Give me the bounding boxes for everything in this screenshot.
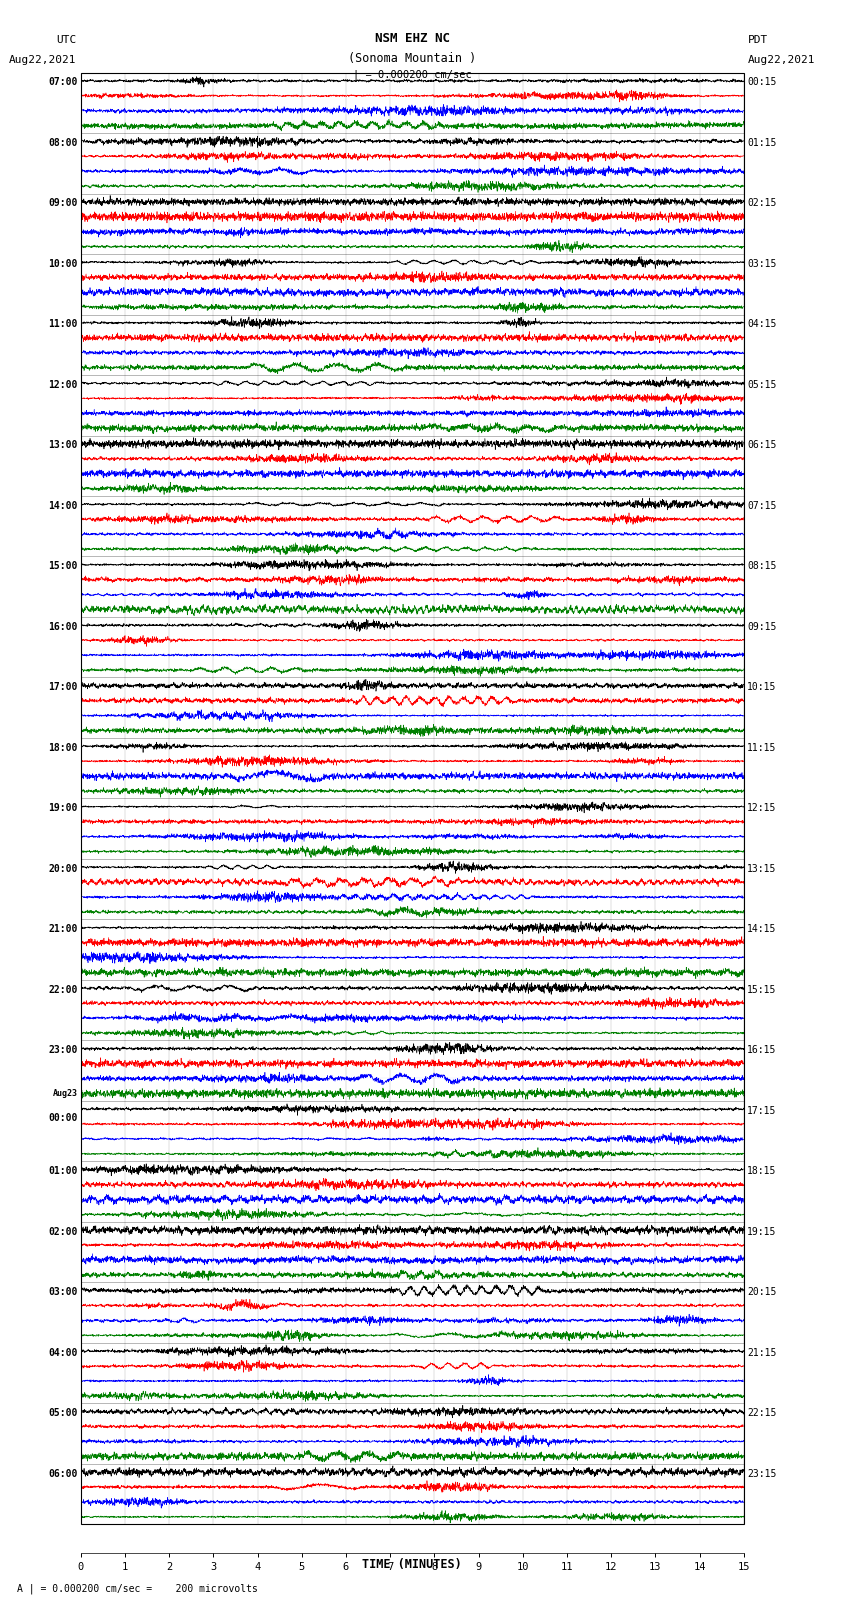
Text: 17:00: 17:00 bbox=[48, 682, 77, 692]
Text: 08:00: 08:00 bbox=[48, 139, 77, 148]
Text: 16:15: 16:15 bbox=[747, 1045, 776, 1055]
Text: 00:00: 00:00 bbox=[48, 1113, 77, 1123]
Text: 19:00: 19:00 bbox=[48, 803, 77, 813]
Text: 21:00: 21:00 bbox=[48, 924, 77, 934]
Text: 07:00: 07:00 bbox=[48, 77, 77, 87]
Text: 08:15: 08:15 bbox=[747, 561, 776, 571]
Text: Aug22,2021: Aug22,2021 bbox=[748, 55, 815, 65]
Text: 14:15: 14:15 bbox=[747, 924, 776, 934]
Text: 10:00: 10:00 bbox=[48, 260, 77, 269]
Text: 05:15: 05:15 bbox=[747, 381, 776, 390]
Text: 12:15: 12:15 bbox=[747, 803, 776, 813]
Text: 10:15: 10:15 bbox=[747, 682, 776, 692]
Text: 21:15: 21:15 bbox=[747, 1348, 776, 1358]
Text: 02:00: 02:00 bbox=[48, 1227, 77, 1237]
Text: 22:00: 22:00 bbox=[48, 984, 77, 995]
Text: Aug22,2021: Aug22,2021 bbox=[9, 55, 76, 65]
Text: 04:00: 04:00 bbox=[48, 1348, 77, 1358]
Text: Aug23: Aug23 bbox=[53, 1089, 77, 1098]
Text: 15:00: 15:00 bbox=[48, 561, 77, 571]
Text: 17:15: 17:15 bbox=[747, 1107, 776, 1116]
Text: TIME (MINUTES): TIME (MINUTES) bbox=[362, 1558, 462, 1571]
Text: 02:15: 02:15 bbox=[747, 198, 776, 208]
Text: 23:00: 23:00 bbox=[48, 1045, 77, 1055]
Text: 06:00: 06:00 bbox=[48, 1468, 77, 1479]
Text: (Sonoma Mountain ): (Sonoma Mountain ) bbox=[348, 52, 476, 65]
Text: 09:15: 09:15 bbox=[747, 623, 776, 632]
Text: 18:00: 18:00 bbox=[48, 742, 77, 753]
Text: 23:15: 23:15 bbox=[747, 1468, 776, 1479]
Text: 15:15: 15:15 bbox=[747, 984, 776, 995]
Text: 11:15: 11:15 bbox=[747, 742, 776, 753]
Text: 03:15: 03:15 bbox=[747, 260, 776, 269]
Text: 00:15: 00:15 bbox=[747, 77, 776, 87]
Text: 13:00: 13:00 bbox=[48, 440, 77, 450]
Text: 06:15: 06:15 bbox=[747, 440, 776, 450]
Text: PDT: PDT bbox=[748, 35, 768, 45]
Text: 07:15: 07:15 bbox=[747, 500, 776, 511]
Text: 01:15: 01:15 bbox=[747, 139, 776, 148]
Text: 12:00: 12:00 bbox=[48, 381, 77, 390]
Text: 19:15: 19:15 bbox=[747, 1227, 776, 1237]
Text: 01:00: 01:00 bbox=[48, 1166, 77, 1176]
Text: 16:00: 16:00 bbox=[48, 623, 77, 632]
Text: 13:15: 13:15 bbox=[747, 865, 776, 874]
Text: | = 0.000200 cm/sec: | = 0.000200 cm/sec bbox=[353, 69, 472, 81]
Text: 18:15: 18:15 bbox=[747, 1166, 776, 1176]
Text: UTC: UTC bbox=[56, 35, 76, 45]
Text: 11:00: 11:00 bbox=[48, 319, 77, 329]
Text: 14:00: 14:00 bbox=[48, 500, 77, 511]
Text: 04:15: 04:15 bbox=[747, 319, 776, 329]
Text: 20:15: 20:15 bbox=[747, 1287, 776, 1297]
Text: A | = 0.000200 cm/sec =    200 microvolts: A | = 0.000200 cm/sec = 200 microvolts bbox=[17, 1582, 258, 1594]
Text: 22:15: 22:15 bbox=[747, 1408, 776, 1418]
Text: 20:00: 20:00 bbox=[48, 865, 77, 874]
Text: 03:00: 03:00 bbox=[48, 1287, 77, 1297]
Text: 09:00: 09:00 bbox=[48, 198, 77, 208]
Text: 05:00: 05:00 bbox=[48, 1408, 77, 1418]
Text: NSM EHZ NC: NSM EHZ NC bbox=[375, 32, 450, 45]
